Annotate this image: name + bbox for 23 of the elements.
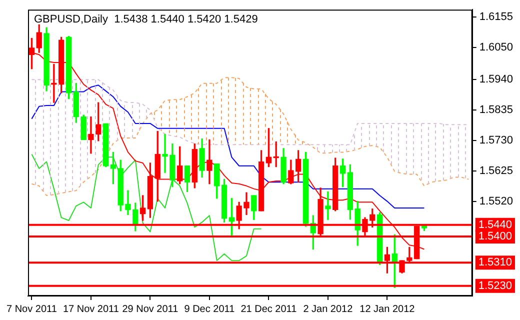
x-tick-label: 29 Nov 2011: [122, 304, 179, 315]
candlestick: [88, 116, 94, 154]
x-tick-label: 2 Jan 2012: [303, 304, 354, 315]
x-tick-label: 12 Jan 2012: [360, 304, 416, 315]
ref-line-label: 1.5310: [478, 256, 512, 269]
candlestick: [325, 191, 331, 220]
line-series: [31, 79, 470, 146]
candlestick: [51, 64, 57, 103]
x-tick-label: 9 Dec 2011: [184, 304, 236, 315]
y-tick-label: 1.5625: [479, 165, 514, 178]
y-tick-label: 1.5940: [479, 74, 514, 86]
ref-line-label: 1.5230: [478, 280, 512, 292]
ref-line-label: 1.5440: [478, 218, 512, 231]
y-tick-label: 1.5520: [479, 196, 514, 208]
ref-line-label: 1.5400: [478, 230, 512, 242]
x-tick-label: 21 Dec 2011: [240, 304, 298, 315]
y-tick-label: 1.5835: [479, 104, 514, 116]
y-tick-label: 1.5730: [479, 134, 514, 147]
y-tick-label: 1.6155: [479, 11, 514, 24]
x-tick-label: 7 Nov 2011: [6, 304, 58, 315]
x-tick-label: 17 Nov 2011: [62, 304, 120, 315]
y-tick-label: 1.6050: [479, 42, 514, 54]
chart-title: GBPUSD,Daily 1.5438 1.5440 1.5420 1.5429: [34, 14, 258, 26]
